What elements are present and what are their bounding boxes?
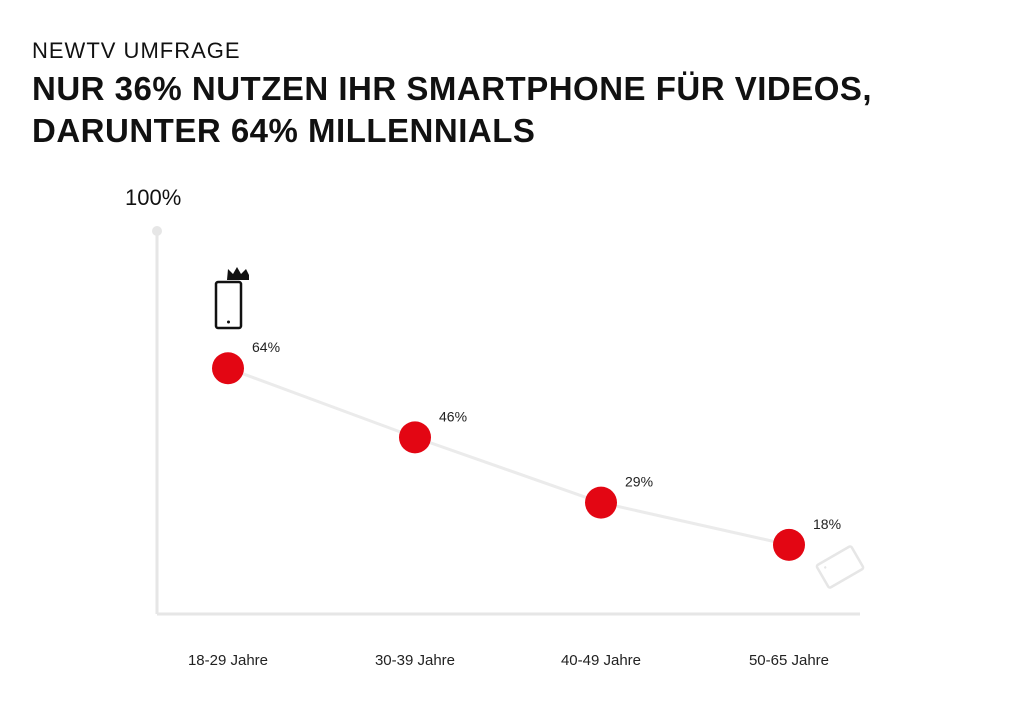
data-label-30-39: 46% [439, 408, 467, 424]
x-tick-label-40-49: 40-49 Jahre [561, 652, 641, 669]
data-point-50-65 [773, 528, 805, 561]
smartphone-home-button [227, 320, 230, 324]
crown-icon [227, 267, 249, 280]
y-axis-max-label: 100% [125, 185, 181, 210]
smartphone-landscape-camera [824, 566, 827, 569]
data-label-40-49: 29% [625, 474, 653, 490]
chart-title-line-2: DARUNTER 64% MILLENNIALS [32, 112, 536, 149]
smartphone-landscape-body [815, 545, 865, 589]
data-label-50-65: 18% [813, 516, 841, 532]
chart-eyebrow: NEWTV UMFRAGE [32, 38, 241, 63]
x-tick-label-50-65: 50-65 Jahre [749, 652, 829, 669]
series-line [227, 366, 790, 547]
x-tick-label-30-39: 30-39 Jahre [375, 652, 455, 669]
data-point-18-29 [212, 352, 244, 385]
smartphone-with-crown-icon [214, 267, 249, 330]
y-axis-end-dot [152, 226, 162, 236]
data-label-18-29: 64% [252, 339, 280, 355]
chart-title: NUR 36% NUTZEN IHR SMARTPHONE FÜR VIDEOS… [32, 68, 992, 152]
x-tick-label-18-29: 18-29 Jahre [188, 652, 268, 669]
smartphone-portrait-body [214, 280, 243, 330]
chart-title-line-1: NUR 36% NUTZEN IHR SMARTPHONE FÜR VIDEOS… [32, 70, 873, 107]
smartphone-landscape-icon [815, 545, 865, 589]
data-point-40-49 [585, 486, 617, 519]
data-point-30-39 [399, 421, 431, 454]
